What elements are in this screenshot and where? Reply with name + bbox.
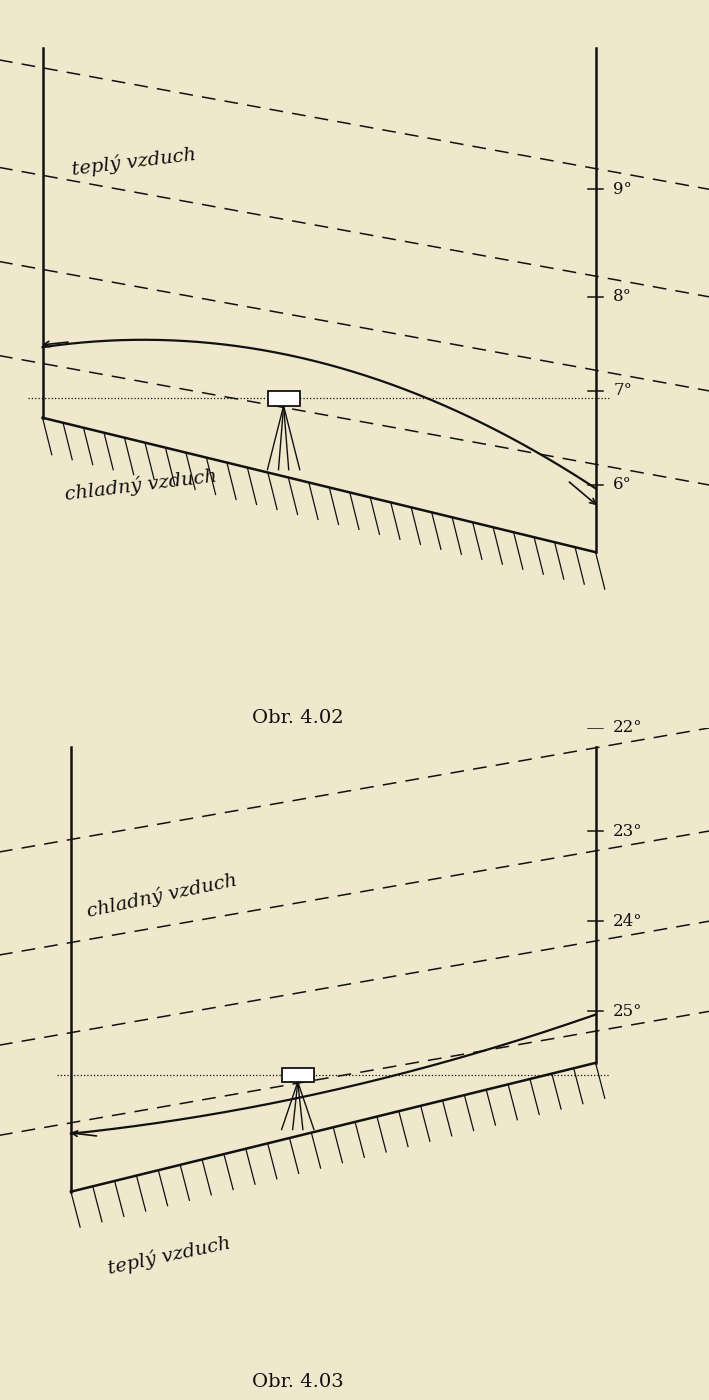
Text: Obr. 4.02: Obr. 4.02 xyxy=(252,710,344,727)
Text: 7°: 7° xyxy=(613,382,632,399)
Text: chladný vzduch: chladný vzduch xyxy=(64,466,218,504)
Text: 23°: 23° xyxy=(613,823,643,840)
Text: 24°: 24° xyxy=(613,913,643,930)
Text: chladný vzduch: chladný vzduch xyxy=(85,871,239,921)
Text: teplý vzduch: teplý vzduch xyxy=(71,146,197,179)
Bar xyxy=(267,391,299,406)
Text: 8°: 8° xyxy=(613,288,632,305)
Text: 25°: 25° xyxy=(613,1002,643,1019)
Text: Obr. 4.03: Obr. 4.03 xyxy=(252,1373,344,1390)
Bar xyxy=(281,1068,313,1082)
Text: 9°: 9° xyxy=(613,181,632,197)
Text: teplý vzduch: teplý vzduch xyxy=(106,1233,233,1278)
Text: 22°: 22° xyxy=(613,720,643,736)
Text: 6°: 6° xyxy=(613,476,632,493)
